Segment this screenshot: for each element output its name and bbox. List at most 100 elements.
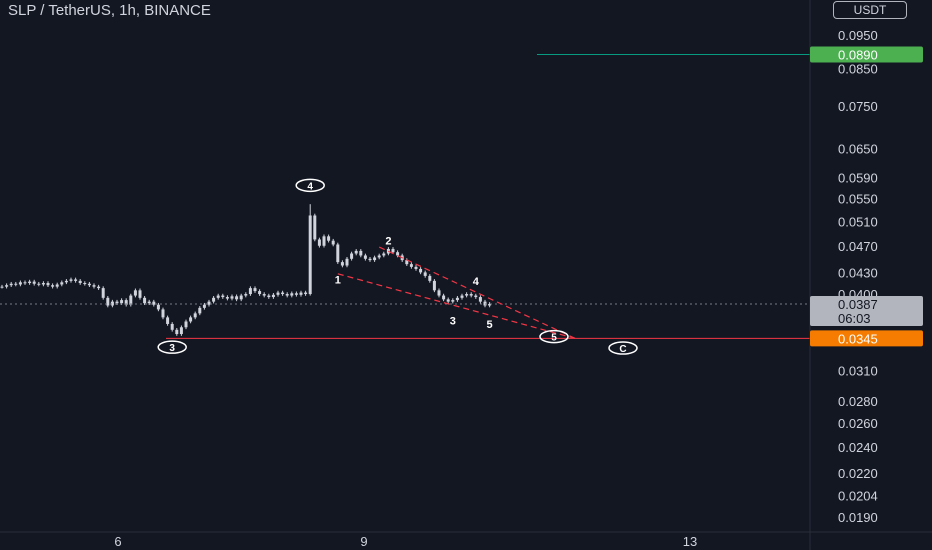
candle-body bbox=[391, 248, 395, 253]
candle-body bbox=[317, 239, 321, 246]
candle-body bbox=[276, 292, 280, 295]
x-tick-label: 13 bbox=[683, 534, 697, 549]
candle-body bbox=[460, 295, 464, 298]
x-tick-label: 6 bbox=[114, 534, 121, 549]
candle-body bbox=[230, 296, 234, 299]
candle-body bbox=[18, 282, 22, 285]
candle-body bbox=[488, 303, 492, 306]
candle-body bbox=[5, 285, 9, 287]
y-tick-label: 0.0470 bbox=[838, 239, 878, 254]
chart-title: SLP / TetherUS, 1h, BINANCE bbox=[8, 2, 211, 19]
candle-body bbox=[253, 288, 257, 292]
candle-body bbox=[414, 266, 418, 269]
candle-body bbox=[28, 281, 32, 284]
y-tick-label: 0.0950 bbox=[838, 28, 878, 43]
wave-label: 3 bbox=[450, 316, 456, 328]
y-tick-label: 0.0280 bbox=[838, 394, 878, 409]
candle-body bbox=[189, 317, 193, 322]
candle-body bbox=[290, 293, 294, 296]
candle-body bbox=[271, 294, 275, 298]
candle-body bbox=[60, 282, 64, 285]
candle-body bbox=[156, 304, 160, 310]
candle-body bbox=[101, 288, 105, 298]
candle-body bbox=[474, 295, 478, 298]
overlays-group bbox=[0, 54, 810, 339]
candle-body bbox=[166, 317, 170, 324]
candle-body bbox=[469, 294, 473, 296]
candle-body bbox=[248, 288, 252, 295]
candle-body bbox=[396, 252, 400, 256]
candle-body bbox=[37, 283, 41, 285]
candle-body bbox=[281, 292, 285, 295]
candle-body bbox=[207, 301, 211, 305]
candle-body bbox=[359, 250, 363, 256]
candle-body bbox=[423, 272, 427, 276]
candle-body bbox=[299, 292, 303, 295]
candle-body bbox=[262, 294, 266, 296]
candle-body bbox=[437, 290, 441, 296]
candle-body bbox=[202, 304, 206, 308]
candle-body bbox=[322, 236, 326, 246]
candle-body bbox=[432, 280, 436, 291]
candle-body bbox=[428, 275, 432, 281]
wave-label: 3 bbox=[169, 343, 175, 354]
current-price-label: 0.0387 bbox=[838, 297, 878, 312]
candle-body bbox=[0, 286, 4, 288]
current-price-badge-bg bbox=[810, 295, 923, 326]
candle-body bbox=[175, 329, 179, 335]
candle-body bbox=[55, 284, 59, 287]
candle-body bbox=[179, 327, 183, 335]
candle-body bbox=[133, 290, 137, 296]
candle-body bbox=[285, 294, 289, 296]
candle-body bbox=[110, 301, 114, 306]
candle-body bbox=[32, 281, 36, 284]
candle-body bbox=[161, 309, 165, 318]
candle-body bbox=[294, 293, 298, 295]
currency-button[interactable]: USDT bbox=[833, 1, 907, 19]
y-tick-label: 0.0430 bbox=[838, 265, 878, 280]
candle-body bbox=[97, 286, 101, 289]
y-tick-label: 0.0650 bbox=[838, 142, 878, 157]
wedge-upper-line bbox=[378, 246, 576, 339]
candle-body bbox=[9, 283, 13, 286]
candle-body bbox=[244, 294, 248, 296]
candle-body bbox=[373, 257, 377, 261]
candle-body bbox=[267, 295, 271, 298]
wave-label: 1 bbox=[335, 274, 341, 286]
y-tick-label: 0.0550 bbox=[838, 192, 878, 207]
candle-body bbox=[41, 283, 45, 285]
wedge-lower-line bbox=[337, 273, 576, 339]
candle-body bbox=[258, 291, 262, 295]
time-axis: 6 9 13 bbox=[0, 531, 932, 549]
candle-body bbox=[83, 283, 87, 285]
price-axis: 0.0950 0.0850 0.0750 0.0650 0.0590 0.0550 0.05… bbox=[809, 0, 923, 550]
candle-body bbox=[308, 215, 312, 295]
candle-body bbox=[478, 297, 482, 302]
x-tick-label: 9 bbox=[360, 534, 367, 549]
candle-body bbox=[221, 295, 225, 298]
countdown-label: 06:03 bbox=[838, 311, 871, 326]
candle-body bbox=[451, 300, 455, 302]
candle-body bbox=[442, 295, 446, 300]
candle-body bbox=[331, 240, 335, 245]
wave-label: 5 bbox=[487, 319, 493, 331]
candle-body bbox=[74, 279, 78, 281]
wave-circle bbox=[539, 329, 569, 344]
target-price-badge-bg bbox=[810, 46, 923, 63]
candle-body bbox=[46, 283, 50, 286]
candle-body bbox=[345, 258, 349, 266]
candle-body bbox=[193, 313, 197, 318]
wave-label: 4 bbox=[473, 276, 480, 288]
wave-label: 4 bbox=[307, 181, 313, 192]
candle-body bbox=[147, 301, 151, 304]
candle-body bbox=[69, 279, 73, 281]
candles-group bbox=[0, 204, 492, 336]
candle-body bbox=[170, 323, 174, 330]
y-tick-label: 0.0590 bbox=[838, 171, 878, 186]
candle-body bbox=[363, 255, 367, 259]
wave-circle bbox=[157, 340, 187, 354]
wave-circle bbox=[295, 178, 325, 193]
candle-body bbox=[64, 280, 68, 283]
y-tick-label: 0.0190 bbox=[838, 510, 878, 525]
